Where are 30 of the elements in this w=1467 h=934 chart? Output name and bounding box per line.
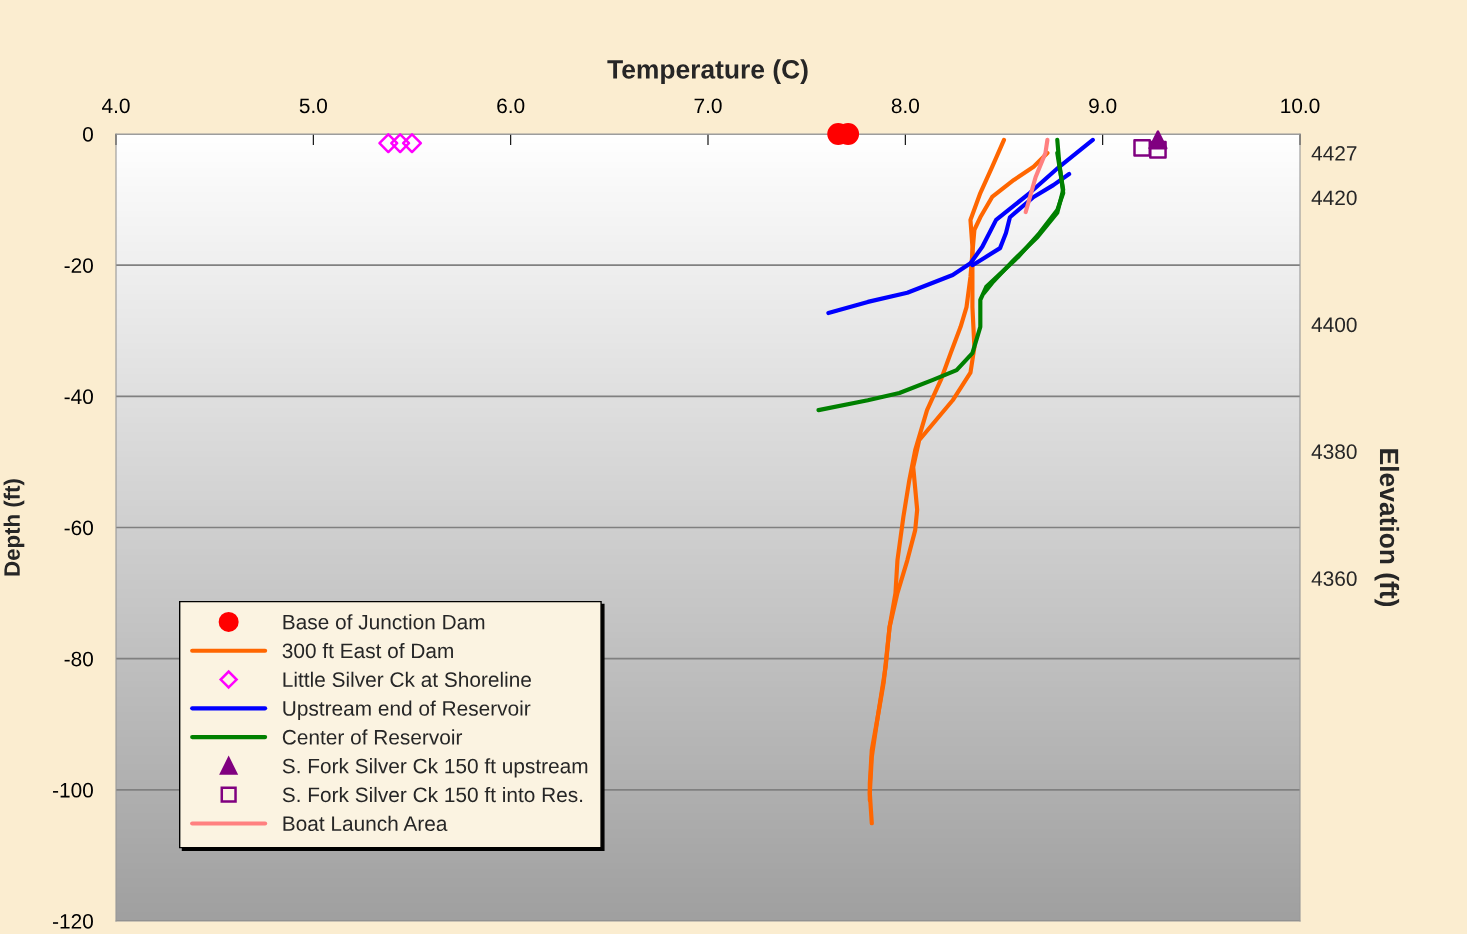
- y-tick-label: -20: [64, 258, 93, 273]
- x-tick-label: 10.0: [1281, 98, 1320, 114]
- y2-tick-label: 4420: [1311, 190, 1357, 206]
- legend-label: S. Fork Silver Ck 150 ft into Res.: [282, 786, 583, 803]
- legend-label: Base of Junction Dam: [283, 614, 485, 630]
- y2-tick-label: 4360: [1311, 571, 1357, 587]
- y2-tick-label: 4380: [1311, 444, 1357, 460]
- x-tick-label: 7.0: [694, 98, 722, 114]
- x-axis-title: Temperature (C): [607, 59, 808, 84]
- legend-label: Center of Reservoir: [282, 729, 463, 745]
- y-tick-label: -100: [53, 782, 93, 798]
- x-tick-label: 9.0: [1089, 98, 1117, 114]
- y-tick-label: -40: [64, 389, 93, 405]
- x-tick-label: 8.0: [891, 98, 919, 114]
- y2-tick-label: 4427: [1311, 146, 1357, 161]
- legend-label: Upstream end of Reservoir: [283, 700, 531, 720]
- y-tick-label: -120: [53, 914, 93, 929]
- y-tick-label: -60: [64, 520, 93, 536]
- y2-axis-title: Elevation (ft): [1374, 449, 1400, 607]
- y-tick-label: 0: [83, 127, 93, 142]
- y-tick-label: -80: [64, 651, 93, 667]
- y-axis-title: Depth (ft): [3, 479, 25, 576]
- legend-label: 300 ft East of Dam: [282, 642, 453, 659]
- x-tick-label: 4.0: [102, 98, 130, 114]
- legend-label: S. Fork Silver Ck 150 ft upstream: [282, 758, 588, 778]
- y2-tick-label: 4400: [1311, 317, 1357, 333]
- x-tick-label: 6.0: [497, 98, 525, 114]
- legend-label: Boat Launch Area: [283, 815, 448, 832]
- x-tick-label: 5.0: [299, 98, 327, 114]
- legend-label: Little Silver Ck at Shoreline: [283, 671, 531, 688]
